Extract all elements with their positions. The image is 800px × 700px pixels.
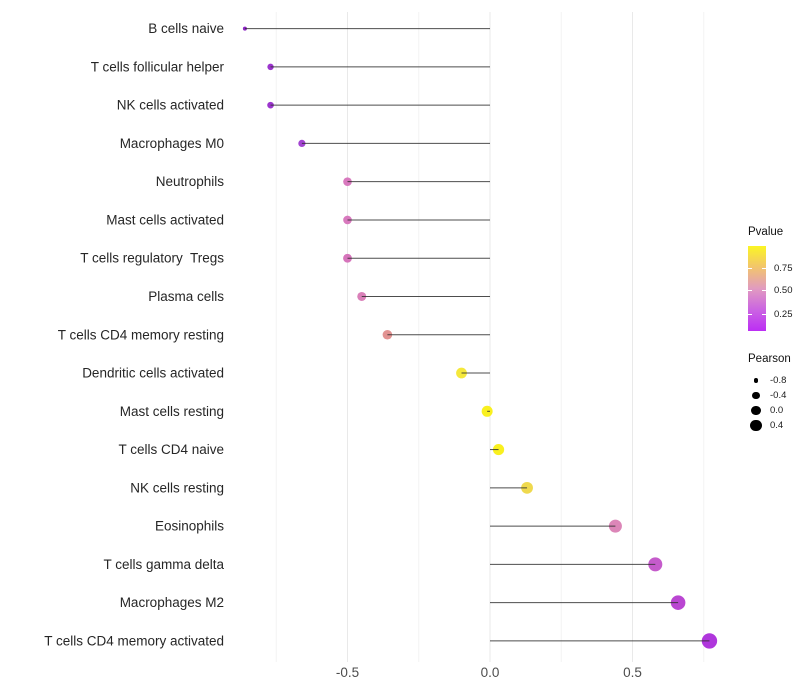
size-legend-label: 0.4 <box>770 420 784 431</box>
size-legend-dot <box>751 405 761 416</box>
colorbar-tick <box>748 268 752 269</box>
colorbar-tick <box>762 290 766 291</box>
category-label: Macrophages M2 <box>120 595 224 610</box>
category-label: B cells naive <box>148 21 224 36</box>
category-label: Plasma cells <box>148 289 224 304</box>
x-tick-label: 0.5 <box>623 665 642 680</box>
size-legend-row: -0.4 <box>748 388 800 403</box>
legend-pearson-title: Pearson <box>748 353 791 365</box>
colorbar-tick <box>762 314 766 315</box>
size-legend-label: -0.8 <box>770 375 787 386</box>
colorbar-label: 0.50 <box>774 285 793 296</box>
category-label: T cells regulatory Tregs <box>80 251 224 266</box>
category-label: Macrophages M0 <box>120 136 224 151</box>
category-label: Neutrophils <box>156 174 225 189</box>
category-label: T cells gamma delta <box>103 557 224 572</box>
category-label: Mast cells activated <box>106 212 224 227</box>
x-tick-label: -0.5 <box>336 665 359 680</box>
size-legend-row: 0.0 <box>748 403 800 418</box>
size-legend-label: -0.4 <box>770 390 787 401</box>
pvalue-gradient-bar <box>748 246 766 331</box>
size-legend-dot <box>753 378 759 383</box>
pvalue-colorbar: 0.75 0.50 0.25 <box>748 246 800 331</box>
colorbar-tick <box>762 268 766 269</box>
size-legend-label: 0.0 <box>770 405 784 416</box>
category-label: NK cells resting <box>130 480 224 495</box>
category-label: Dendritic cells activated <box>82 366 224 381</box>
legend-pvalue-title: Pvalue <box>748 226 784 238</box>
size-legend-row: -0.8 <box>748 373 800 388</box>
category-label: Eosinophils <box>155 519 224 534</box>
size-legend-dot <box>752 391 760 400</box>
category-label: T cells CD4 naive <box>118 442 224 457</box>
category-label: NK cells activated <box>117 98 224 113</box>
category-label: T cells follicular helper <box>91 59 225 74</box>
category-label: T cells CD4 memory activated <box>44 633 224 648</box>
x-tick-label: 0.0 <box>481 665 500 680</box>
pearson-size-legend: Pearson -0.8 -0.4 0.0 0.4 <box>744 353 800 433</box>
colorbar-label: 0.75 <box>774 263 793 274</box>
colorbar-label: 0.25 <box>774 309 793 320</box>
colorbar-tick <box>748 290 752 291</box>
colorbar-tick <box>748 314 752 315</box>
size-legend-dot <box>750 419 762 432</box>
category-label: T cells CD4 memory resting <box>58 327 224 342</box>
legend: Pvalue 0.75 0.50 0.25 Pearson -0.8 <box>744 226 800 433</box>
size-legend-row: 0.4 <box>748 418 800 433</box>
category-label: Mast cells resting <box>120 404 224 419</box>
